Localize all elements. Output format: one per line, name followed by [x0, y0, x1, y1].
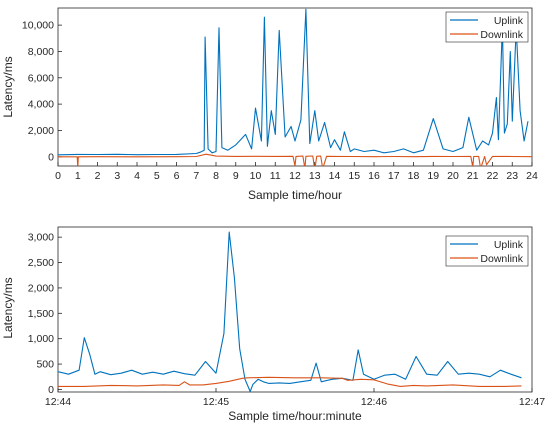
y-tick-label: 0: [48, 151, 54, 163]
series-line-downlink: [58, 376, 522, 387]
y-tick-label: 0: [48, 384, 54, 396]
y-tick-label: 3,000: [28, 232, 54, 244]
series-minute: [58, 231, 522, 392]
x-tick-label: 16: [368, 170, 380, 182]
y-tick-label: 10,000: [22, 20, 54, 32]
legend-minute: Uplink Downlink: [445, 235, 529, 267]
x-tick-label: 12: [289, 170, 301, 182]
y-tick-label: 2,000: [28, 282, 54, 294]
x-tick-label: 20: [447, 170, 459, 182]
y-axis-label-minute: Latency/ms: [1, 277, 15, 338]
x-tick-label: 10: [250, 170, 262, 182]
series-line-uplink: [58, 8, 529, 156]
x-tick-label: 11: [270, 170, 281, 182]
legend-box-minute: [445, 235, 529, 267]
x-tick-label: 3: [114, 170, 120, 182]
x-tick-label: 6: [174, 170, 180, 182]
x-tick-label: 1: [75, 170, 81, 182]
x-tick-label: 5: [154, 170, 160, 182]
x-tick-label: 18: [408, 170, 420, 182]
x-ticks-hourly: 0 1 2 3 4 5 6 7 8 9 10 11 12 13 14 15 16 17 18 19 20 21 22 23 24: [55, 162, 538, 182]
legend-label-downlink: Downlink: [480, 29, 523, 41]
y-tick-label: 2,500: [28, 257, 54, 269]
legend-box-hourly: [445, 11, 529, 43]
x-tick-label: 9: [233, 170, 239, 182]
legend-label-downlink: Downlink: [480, 253, 523, 265]
chart-minute-latency: 0 500 1,000 1,500 2,000 2,500 3,000 12:44 12:45…: [1, 226, 545, 423]
x-tick-label: 23: [506, 170, 518, 182]
legend-label-uplink: Uplink: [494, 239, 524, 251]
x-tick-label: 8: [213, 170, 219, 182]
x-ticks-minute: 12:44 12:45 12:46 12:47: [45, 388, 545, 408]
y-ticks-minute: 0 500 1,000 1,500 2,000 2,500 3,000: [28, 232, 62, 396]
y-axis-label-hourly: Latency/ms: [1, 56, 15, 117]
legend-hourly: Uplink Downlink: [445, 11, 529, 43]
series-line-downlink: [58, 153, 532, 166]
x-axis-label-minute: Sample time/hour:minute: [228, 409, 362, 423]
y-tick-label: 8,000: [28, 46, 54, 58]
x-tick-label: 2: [95, 170, 101, 182]
y-tick-label: 2,000: [28, 125, 54, 137]
x-tick-label: 0: [55, 170, 61, 182]
x-tick-label: 19: [427, 170, 439, 182]
x-tick-label: 7: [193, 170, 199, 182]
x-tick-label: 24: [526, 170, 538, 182]
y-tick-label: 500: [36, 359, 54, 371]
y-ticks-hourly: 0 2,000 4,000 6,000 8,000 10,000: [22, 20, 62, 163]
x-tick-label: 17: [388, 170, 400, 182]
x-tick-label: 14: [329, 170, 341, 182]
y-tick-label: 6,000: [28, 72, 54, 84]
x-tick-label: 21: [467, 170, 479, 182]
x-tick-label: 15: [348, 170, 360, 182]
x-axis-label-hourly: Sample time/hour: [248, 188, 342, 202]
series-line-uplink: [58, 231, 522, 392]
x-tick-label: 22: [487, 170, 499, 182]
x-tick-label: 12:47: [519, 396, 545, 408]
legend-label-uplink: Uplink: [494, 15, 524, 27]
x-tick-label: 12:45: [203, 396, 229, 408]
x-tick-label: 12:44: [45, 396, 71, 408]
y-tick-label: 1,500: [28, 308, 54, 320]
y-tick-label: 1,000: [28, 333, 54, 345]
series-hourly: [58, 8, 532, 166]
x-tick-label: 13: [309, 170, 321, 182]
x-tick-label: 12:46: [361, 396, 387, 408]
y-tick-label: 4,000: [28, 99, 54, 111]
x-tick-label: 4: [134, 170, 140, 182]
